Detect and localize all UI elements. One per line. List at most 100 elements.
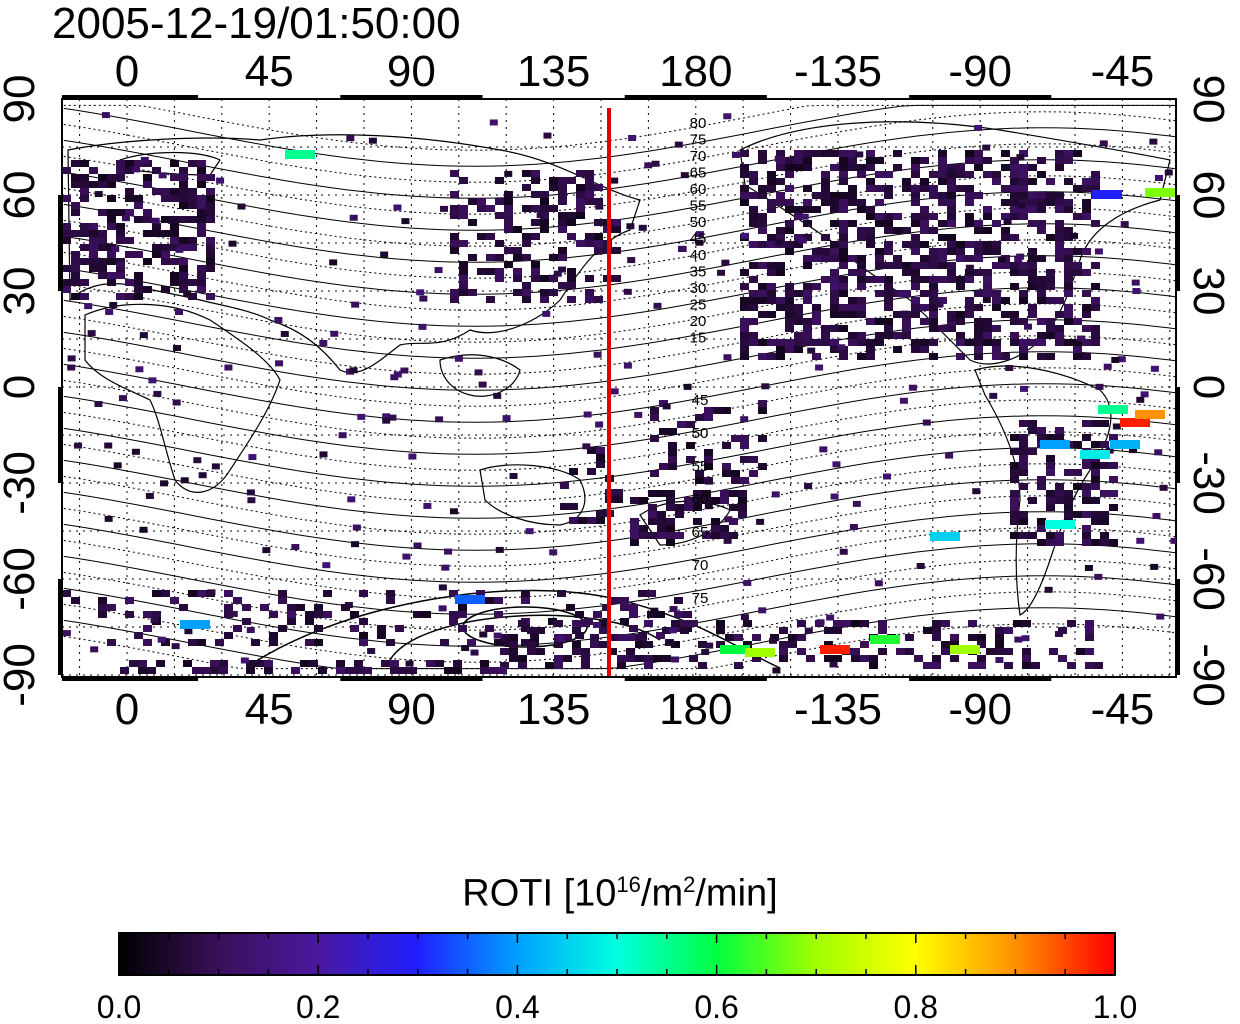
roti-pixel (1082, 213, 1091, 220)
roti-pixel (722, 407, 731, 414)
roti-pixel (902, 325, 911, 332)
roti-pixel (812, 318, 821, 325)
roti-pixel (947, 220, 956, 227)
roti-pixel (594, 198, 603, 205)
roti-pixel (992, 178, 1001, 185)
roti-pixel (974, 290, 983, 297)
colorbar: 0.0 0.2 0.4 0.6 0.8 1.0 (97, 932, 1137, 1024)
roti-pixel (629, 611, 638, 618)
left-lat-label: -90 (0, 643, 44, 707)
roti-pixel (798, 237, 807, 244)
roti-pixel (540, 289, 549, 296)
roti-pixel (405, 660, 414, 667)
roti-pixel (449, 618, 458, 625)
roti-pixel (797, 634, 806, 641)
roti-pixel (1055, 532, 1064, 539)
roti-pixel (821, 171, 830, 178)
roti-pixel (995, 634, 1004, 641)
roti-pixel (1091, 511, 1100, 518)
roti-pixel (188, 195, 197, 202)
roti-pixel (974, 248, 983, 255)
roti-pixel (1100, 511, 1109, 518)
mag-contour (63, 335, 1176, 407)
frame-tick-bars (58, 95, 1180, 681)
roti-pixel (968, 662, 977, 669)
roti-pixel (329, 259, 338, 266)
roti-pixel (1010, 490, 1019, 497)
roti-pixel (1010, 185, 1019, 192)
roti-pixel (893, 255, 902, 262)
roti-pixel (974, 339, 983, 346)
roti-pixel (749, 276, 758, 283)
roti-pixel (1037, 220, 1046, 227)
roti-pixel (504, 170, 513, 177)
roti-pixel (1028, 164, 1037, 171)
roti-pixel (1019, 178, 1028, 185)
roti-pixel (947, 311, 956, 318)
roti-pixel (1055, 234, 1064, 241)
roti-pixel (1046, 504, 1055, 511)
roti-pixel (590, 634, 599, 641)
roti-pixel (965, 269, 974, 276)
roti-pixel (595, 203, 604, 210)
roti-pixel (716, 627, 725, 634)
roti-pixel (188, 160, 197, 167)
roti-pixel (992, 353, 1001, 360)
roti-pixel (80, 188, 89, 195)
roti-pixel (1100, 518, 1109, 525)
roti-pixel (233, 625, 242, 632)
roti-pixel (956, 283, 965, 290)
roti-pixel (1010, 206, 1019, 213)
roti-pixel (1019, 262, 1028, 269)
roti-pixel (449, 611, 458, 618)
roti-pixel (423, 502, 432, 509)
roti-pixel (549, 254, 558, 261)
roti-pixel (848, 220, 857, 227)
roti-pixel (866, 346, 875, 353)
roti-pixel (1085, 634, 1094, 641)
roti-pixel (323, 590, 332, 597)
colorbar-rect (118, 932, 1116, 976)
roti-pixel (884, 213, 893, 220)
roti-pixel (204, 205, 213, 212)
roti-pixel (587, 447, 596, 454)
roti-pixel (767, 234, 776, 241)
roti-pixel (599, 627, 608, 634)
roti-pixel (1100, 462, 1109, 469)
roti-pixel (839, 548, 848, 555)
roti-pixel (585, 240, 594, 247)
mag-contour (63, 559, 1176, 631)
roti-pixel (812, 192, 821, 199)
roti-pixel (1082, 206, 1091, 213)
roti-pixel (839, 206, 848, 213)
roti-pixel (300, 660, 309, 667)
roti-pixel (1037, 476, 1046, 483)
roti-pixel (758, 283, 767, 290)
roti-pixel (837, 344, 846, 351)
roti-pixel (400, 367, 409, 374)
roti-pixel (779, 648, 788, 655)
roti-pixel (89, 167, 98, 174)
roti-pixel (1019, 290, 1028, 297)
roti-pixel (224, 611, 233, 618)
roti-pixel (1132, 288, 1141, 295)
roti-pixel (740, 283, 749, 290)
roti-pixel (89, 223, 98, 230)
roti-pixel (1028, 420, 1037, 427)
roti-pixel (650, 435, 659, 442)
contour-label: 25 (690, 297, 707, 314)
roti-pixel (832, 461, 841, 468)
roti-pixel (920, 346, 929, 353)
roti-pixel (1028, 339, 1037, 346)
roti-pixel (671, 656, 680, 663)
contour-label: 55 (692, 458, 709, 475)
roti-pixel (776, 178, 785, 185)
roti-pixel (536, 627, 545, 634)
roti-pixel (947, 269, 956, 276)
roti-pixel (531, 205, 540, 212)
roti-pixel (594, 296, 603, 303)
roti-pixel (1091, 262, 1100, 269)
roti-pixel (395, 625, 404, 632)
roti-pixel (875, 213, 884, 220)
